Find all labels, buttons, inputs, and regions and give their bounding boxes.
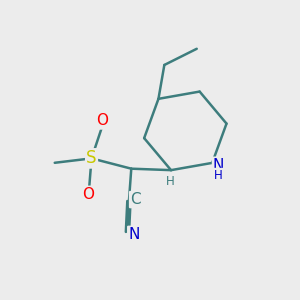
- Text: H: H: [214, 169, 223, 182]
- Text: N: N: [128, 227, 140, 242]
- Text: H: H: [166, 175, 175, 188]
- Text: S: S: [86, 149, 97, 167]
- Text: O: O: [82, 187, 94, 202]
- Text: C: C: [130, 192, 141, 207]
- Text: O: O: [96, 113, 108, 128]
- Text: N: N: [213, 158, 224, 173]
